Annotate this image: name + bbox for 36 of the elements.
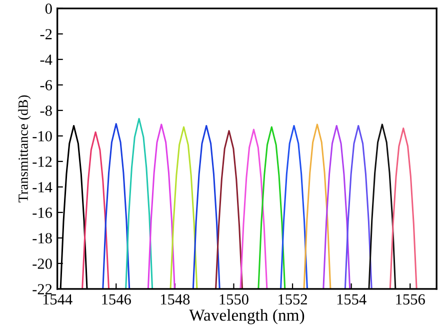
y-tick-label: -22 (32, 284, 52, 294)
line-series (192, 124, 220, 289)
x-tick-label: 1554 (337, 294, 366, 305)
y-tick-label: 0 (45, 4, 52, 14)
y-tick-label: -16 (32, 208, 52, 218)
line-series (280, 124, 308, 289)
x-axis-title: Wavelength (nm) (189, 309, 304, 324)
x-tick-label: 1550 (220, 294, 248, 305)
y-tick-label: -6 (40, 80, 52, 90)
y-axis-title: Transmittance (dB) (18, 95, 31, 202)
y-tick-label: -12 (32, 156, 52, 167)
y-tick-label: -14 (32, 182, 52, 192)
y-tick-label: -8 (40, 106, 52, 116)
line-series (125, 118, 154, 289)
line-series (215, 130, 244, 289)
line-series (303, 124, 332, 289)
x-tick-label: 1552 (278, 294, 307, 305)
line-series (389, 128, 418, 289)
y-tick-label: -18 (32, 233, 52, 244)
line-series (322, 124, 351, 289)
x-tick-label: 1544 (43, 294, 72, 305)
line-series (258, 126, 286, 289)
x-tick-label: 1556 (396, 294, 425, 305)
x-tick-label: 1548 (160, 294, 190, 305)
line-series (82, 131, 110, 289)
line-series (368, 124, 396, 289)
line-series (170, 126, 198, 289)
line-series (102, 123, 130, 289)
y-tick-label: -20 (32, 258, 52, 269)
line-series (147, 124, 176, 289)
y-tick-label: -2 (40, 29, 52, 40)
x-tick-label: 1546 (102, 294, 131, 305)
y-tick-label: -4 (40, 54, 52, 65)
y-tick-label: -10 (32, 131, 52, 142)
line-series (344, 124, 372, 289)
line-series (240, 128, 268, 289)
